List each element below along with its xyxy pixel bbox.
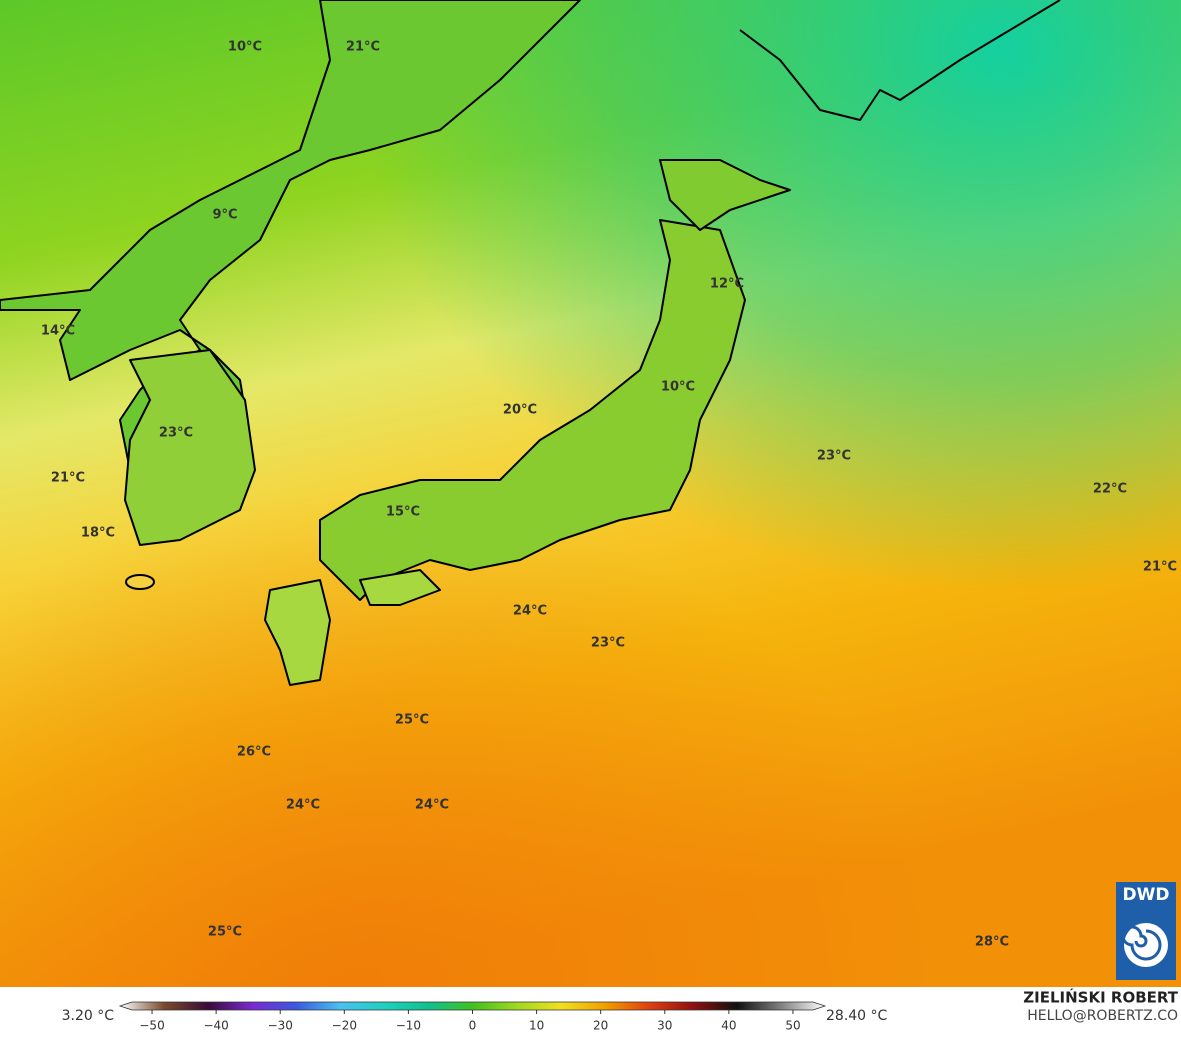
logo: DWD: [1116, 882, 1176, 980]
colorbar-tick-label: −10: [396, 1019, 421, 1033]
temperature-label: 21°C: [1143, 560, 1177, 575]
temperature-label: 26°C: [237, 745, 271, 760]
temperature-label: 14°C: [41, 324, 75, 339]
colorbar-tick-label: −50: [139, 1019, 164, 1033]
temperature-label: 20°C: [503, 403, 537, 418]
logo-swirl: [1121, 925, 1162, 961]
temperature-label: 12°C: [710, 277, 744, 292]
temperature-labels: 10°C 21°C 9°C 14°C 12°C 20°C 10°C 23°C 21°C 23°C 2…: [41, 40, 1177, 950]
colorbar-tick-label: −30: [268, 1019, 293, 1033]
temperature-label: 25°C: [395, 713, 429, 728]
colorbar-min: 3.20 °C: [62, 1008, 115, 1024]
logo-text: DWD: [1123, 885, 1170, 905]
temperature-label: 23°C: [159, 426, 193, 441]
colorbar-tick-label: 30: [657, 1019, 672, 1033]
colorbar-tick-label: 40: [721, 1019, 736, 1033]
kyushu: [264, 579, 331, 686]
temperature-label: 28°C: [975, 935, 1009, 950]
temperature-label: 10°C: [661, 380, 695, 395]
colorbar-tick-label: −20: [332, 1019, 357, 1033]
temperature-label: 25°C: [208, 925, 242, 940]
contact: HELLO@ROBERTZ.CO: [1027, 1008, 1178, 1024]
temperature-label: 22°C: [1093, 482, 1127, 497]
temperature-label: 24°C: [513, 604, 547, 619]
author: ZIELIŃSKI ROBERT: [1023, 988, 1178, 1007]
temperature-label: 15°C: [386, 505, 420, 520]
colorbar-tick-label: 20: [593, 1019, 608, 1033]
colorbar-tick-label: −40: [203, 1019, 228, 1033]
temperature-label: 18°C: [81, 526, 115, 541]
temperature-label: 23°C: [591, 636, 625, 651]
temperature-label: 24°C: [286, 798, 320, 813]
coastline: [739, 0, 1061, 121]
temperature-label: 21°C: [346, 40, 380, 55]
temperature-label: 24°C: [415, 798, 449, 813]
temperature-label: 9°C: [212, 208, 237, 223]
colorbar-tick-label: 50: [785, 1019, 800, 1033]
colorbar-max: 28.40 °C: [826, 1008, 888, 1024]
temperature-label: 21°C: [51, 471, 85, 486]
map: [0, 0, 1181, 987]
colorbar-bar: [118, 1001, 827, 1011]
colorbar: 3.20 °C 28.40 °C −50 −40 −30 −20 −10 0 10 20 30 4…: [62, 1001, 888, 1033]
jeju: [125, 574, 155, 590]
korea: [124, 349, 256, 546]
temperature-label: 23°C: [817, 449, 851, 464]
temperature-label: 10°C: [228, 40, 262, 55]
shikoku: [359, 569, 441, 606]
colorbar-tick-label: 10: [529, 1019, 544, 1033]
colorbar-tick-label: 0: [469, 1019, 477, 1033]
hokkaido: [659, 159, 791, 231]
